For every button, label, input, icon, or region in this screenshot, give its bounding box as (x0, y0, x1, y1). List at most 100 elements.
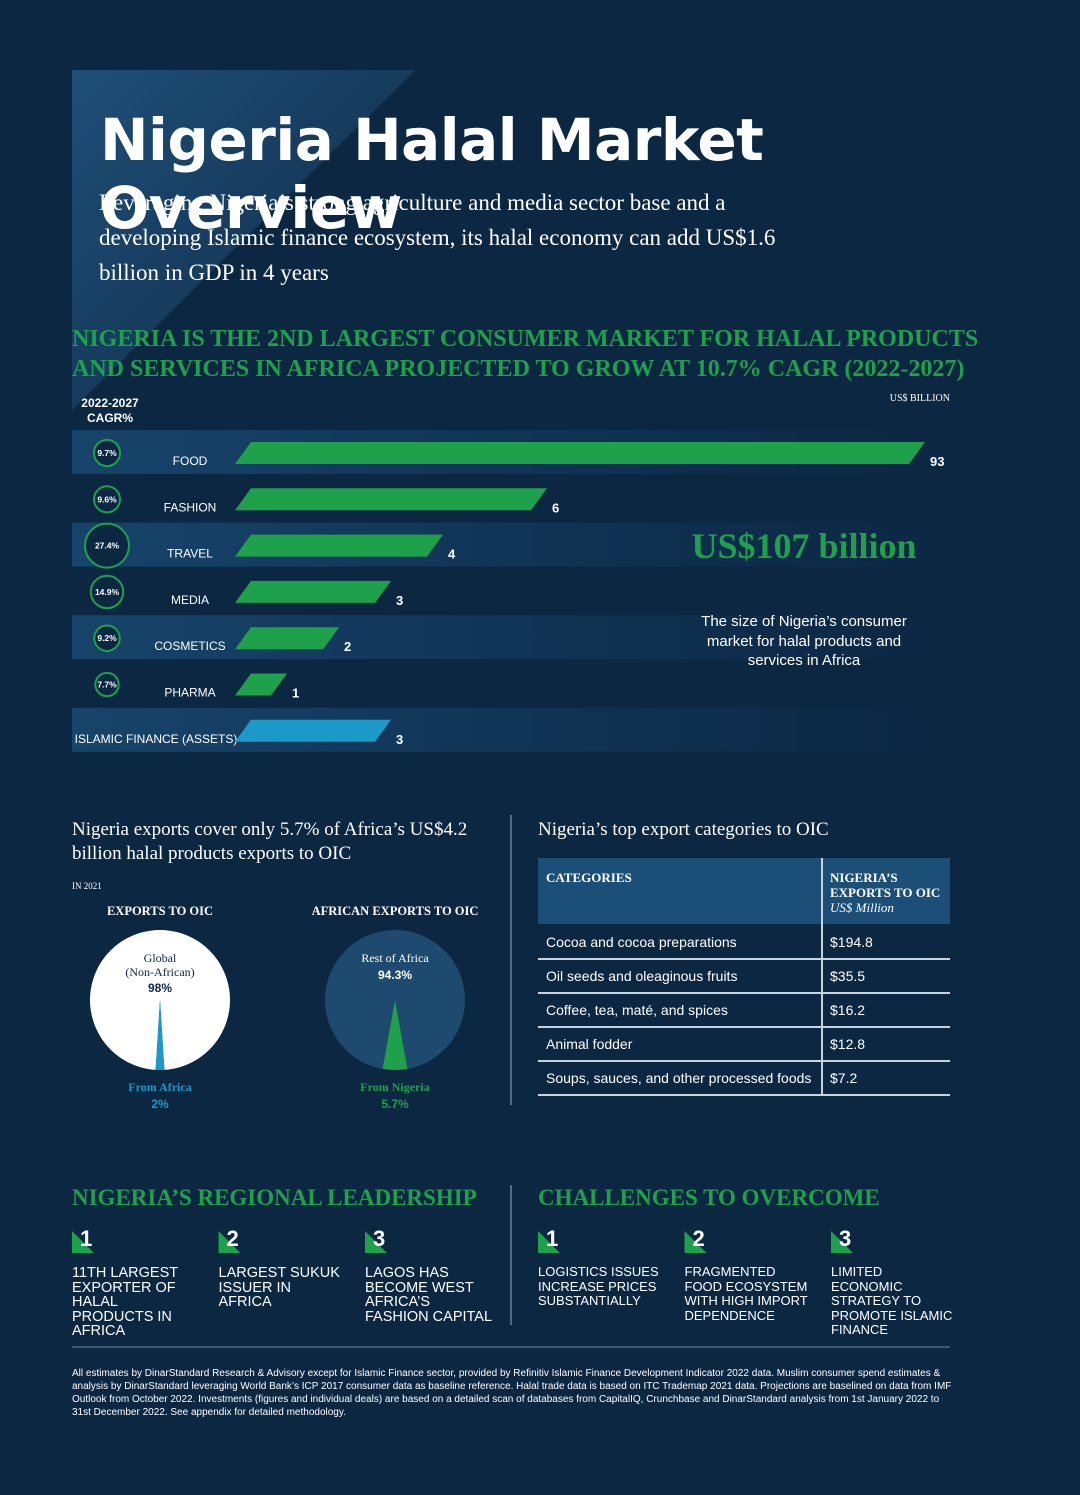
pie-slice (382, 1000, 408, 1070)
item-text: 11TH LARGEST EXPORTER OF HALAL PRODUCTS … (72, 1265, 178, 1339)
category-label: ISLAMIC FINANCE (ASSETS) (75, 732, 238, 746)
slice-label: From Africa (128, 1080, 191, 1094)
cagr-circle (94, 671, 120, 698)
section-heading: NIGERIA’S REGIONAL LEADERSHIP (72, 1185, 477, 1210)
bar (235, 627, 339, 650)
value-label: 93 (930, 454, 944, 469)
item-number: 2 (692, 1226, 705, 1251)
category-label: COSMETICS (154, 639, 225, 653)
table-cell: $194.8 (830, 934, 873, 950)
item-number: 2 (226, 1226, 239, 1251)
big-stat: US$107 billion (691, 526, 917, 566)
year-label: IN 2021 (72, 881, 102, 891)
item-icon (684, 1231, 707, 1253)
bar (235, 719, 391, 742)
value-label: 4 (448, 547, 456, 562)
table-cell: Cocoa and cocoa preparations (546, 934, 737, 950)
item-number: 3 (839, 1226, 852, 1251)
section-heading: NIGERIA IS THE 2ND LARGEST CONSUMER MARK… (72, 326, 979, 382)
slice-label: Rest of Africa (361, 951, 429, 965)
item-number: 1 (80, 1226, 93, 1251)
cagr-circle (89, 574, 125, 610)
category-label: MEDIA (171, 593, 209, 607)
slice-label: From Nigeria (360, 1080, 429, 1094)
cagr-label: 7.7% (97, 680, 117, 690)
bar (235, 673, 287, 696)
slice-label-line: (Non-African) (125, 965, 194, 979)
cagr-circle (84, 522, 130, 569)
pie-title: EXPORTS TO OIC (107, 904, 213, 918)
pie-slice (155, 1000, 165, 1070)
item-text: LARGEST SUKUK ISSUER IN AFRICA (218, 1265, 340, 1310)
cagr-label: 9.7% (97, 448, 117, 458)
row-band (72, 615, 950, 660)
slice-label: Global (Non-African) (125, 951, 194, 979)
slice-label-line: Global (144, 951, 177, 965)
section-heading: CHALLENGES TO OVERCOME (538, 1185, 880, 1210)
big-stat-text: The size of Nigeria’s consumer market fo… (701, 613, 907, 669)
bar (235, 442, 925, 464)
table-cell: Oil seeds and oleaginous fruits (546, 968, 738, 984)
footnote: All estimates by DinarStandard Research … (72, 1368, 952, 1418)
title: Nigeria Halal Market Overview (100, 106, 764, 242)
row-band (72, 522, 950, 567)
cagr-circle (93, 624, 121, 652)
cagr-circle (92, 438, 122, 468)
table-cell: Animal fodder (546, 1036, 633, 1052)
item-text: LOGISTICS ISSUES INCREASE PRICES SUBSTAN… (538, 1264, 659, 1308)
category-label: TRAVEL (167, 547, 213, 561)
table-header: CATEGORIES (546, 870, 632, 885)
item-icon (72, 1231, 94, 1253)
bar (235, 534, 443, 557)
slice-value: 98% (148, 981, 172, 995)
value-label: 3 (396, 732, 403, 747)
subtitle: Leveraging Nigeria’s strong agriculture … (99, 190, 776, 285)
item-icon (831, 1231, 853, 1253)
cagr-label: 27.4% (95, 541, 120, 551)
pie-title: AFRICAN EXPORTS TO OIC (312, 904, 479, 918)
value-label: 6 (552, 500, 559, 515)
pie-slice (89, 929, 230, 1070)
table-cell: $12.8 (830, 1036, 866, 1052)
item-icon (218, 1231, 241, 1253)
value-label: 2 (344, 639, 351, 654)
row-band (72, 707, 950, 752)
category-label: FOOD (173, 454, 208, 468)
value-label: 3 (396, 593, 403, 608)
table-cell: Soups, sauces, and other processed foods (546, 1070, 812, 1086)
bar (235, 580, 391, 603)
item-number: 1 (546, 1226, 559, 1251)
category-label: PHARMA (164, 686, 215, 700)
cagr-circle (92, 485, 122, 514)
pie-slice (325, 929, 466, 1069)
slice-value: 5.7% (381, 1097, 409, 1111)
table-unit: US$ Million (830, 900, 894, 915)
table-cell: $7.2 (830, 1070, 858, 1086)
table-header: NIGERIA’S EXPORTS TO OIC (830, 870, 941, 900)
item-text: FRAGMENTED FOOD ECOSYSTEM WITH HIGH IMPO… (684, 1264, 808, 1323)
slice-value: 2% (151, 1097, 169, 1111)
table-header-bg (538, 858, 950, 924)
cagr-label: 14.9% (95, 587, 120, 597)
category-label: FASHION (164, 500, 217, 514)
unit-label: US$ BILLION (889, 393, 950, 404)
item-text: LAGOS HAS BECOME WEST AFRICA’S FASHION C… (365, 1265, 493, 1325)
item-text: LIMITED ECONOMIC STRATEGY TO PROMOTE ISL… (831, 1264, 953, 1337)
cagr-label: 9.6% (97, 494, 117, 504)
value-label: 1 (292, 686, 299, 701)
table-cell: $16.2 (830, 1002, 866, 1018)
table-cell: $35.5 (830, 968, 866, 984)
table-cell: Coffee, tea, maté, and spices (546, 1002, 728, 1018)
cagr-label: 9.2% (97, 633, 117, 643)
slice-value: 94.3% (378, 968, 412, 982)
decor-triangle (72, 70, 415, 410)
cagr-title: 2022-2027 CAGR% (81, 396, 139, 425)
table-title: Nigeria’s top export categories to OIC (538, 819, 829, 840)
item-icon (538, 1231, 560, 1253)
exports-heading: Nigeria exports cover only 5.7% of Afric… (72, 819, 468, 864)
item-number: 3 (373, 1226, 386, 1251)
item-icon (365, 1231, 387, 1253)
bar (235, 488, 547, 511)
